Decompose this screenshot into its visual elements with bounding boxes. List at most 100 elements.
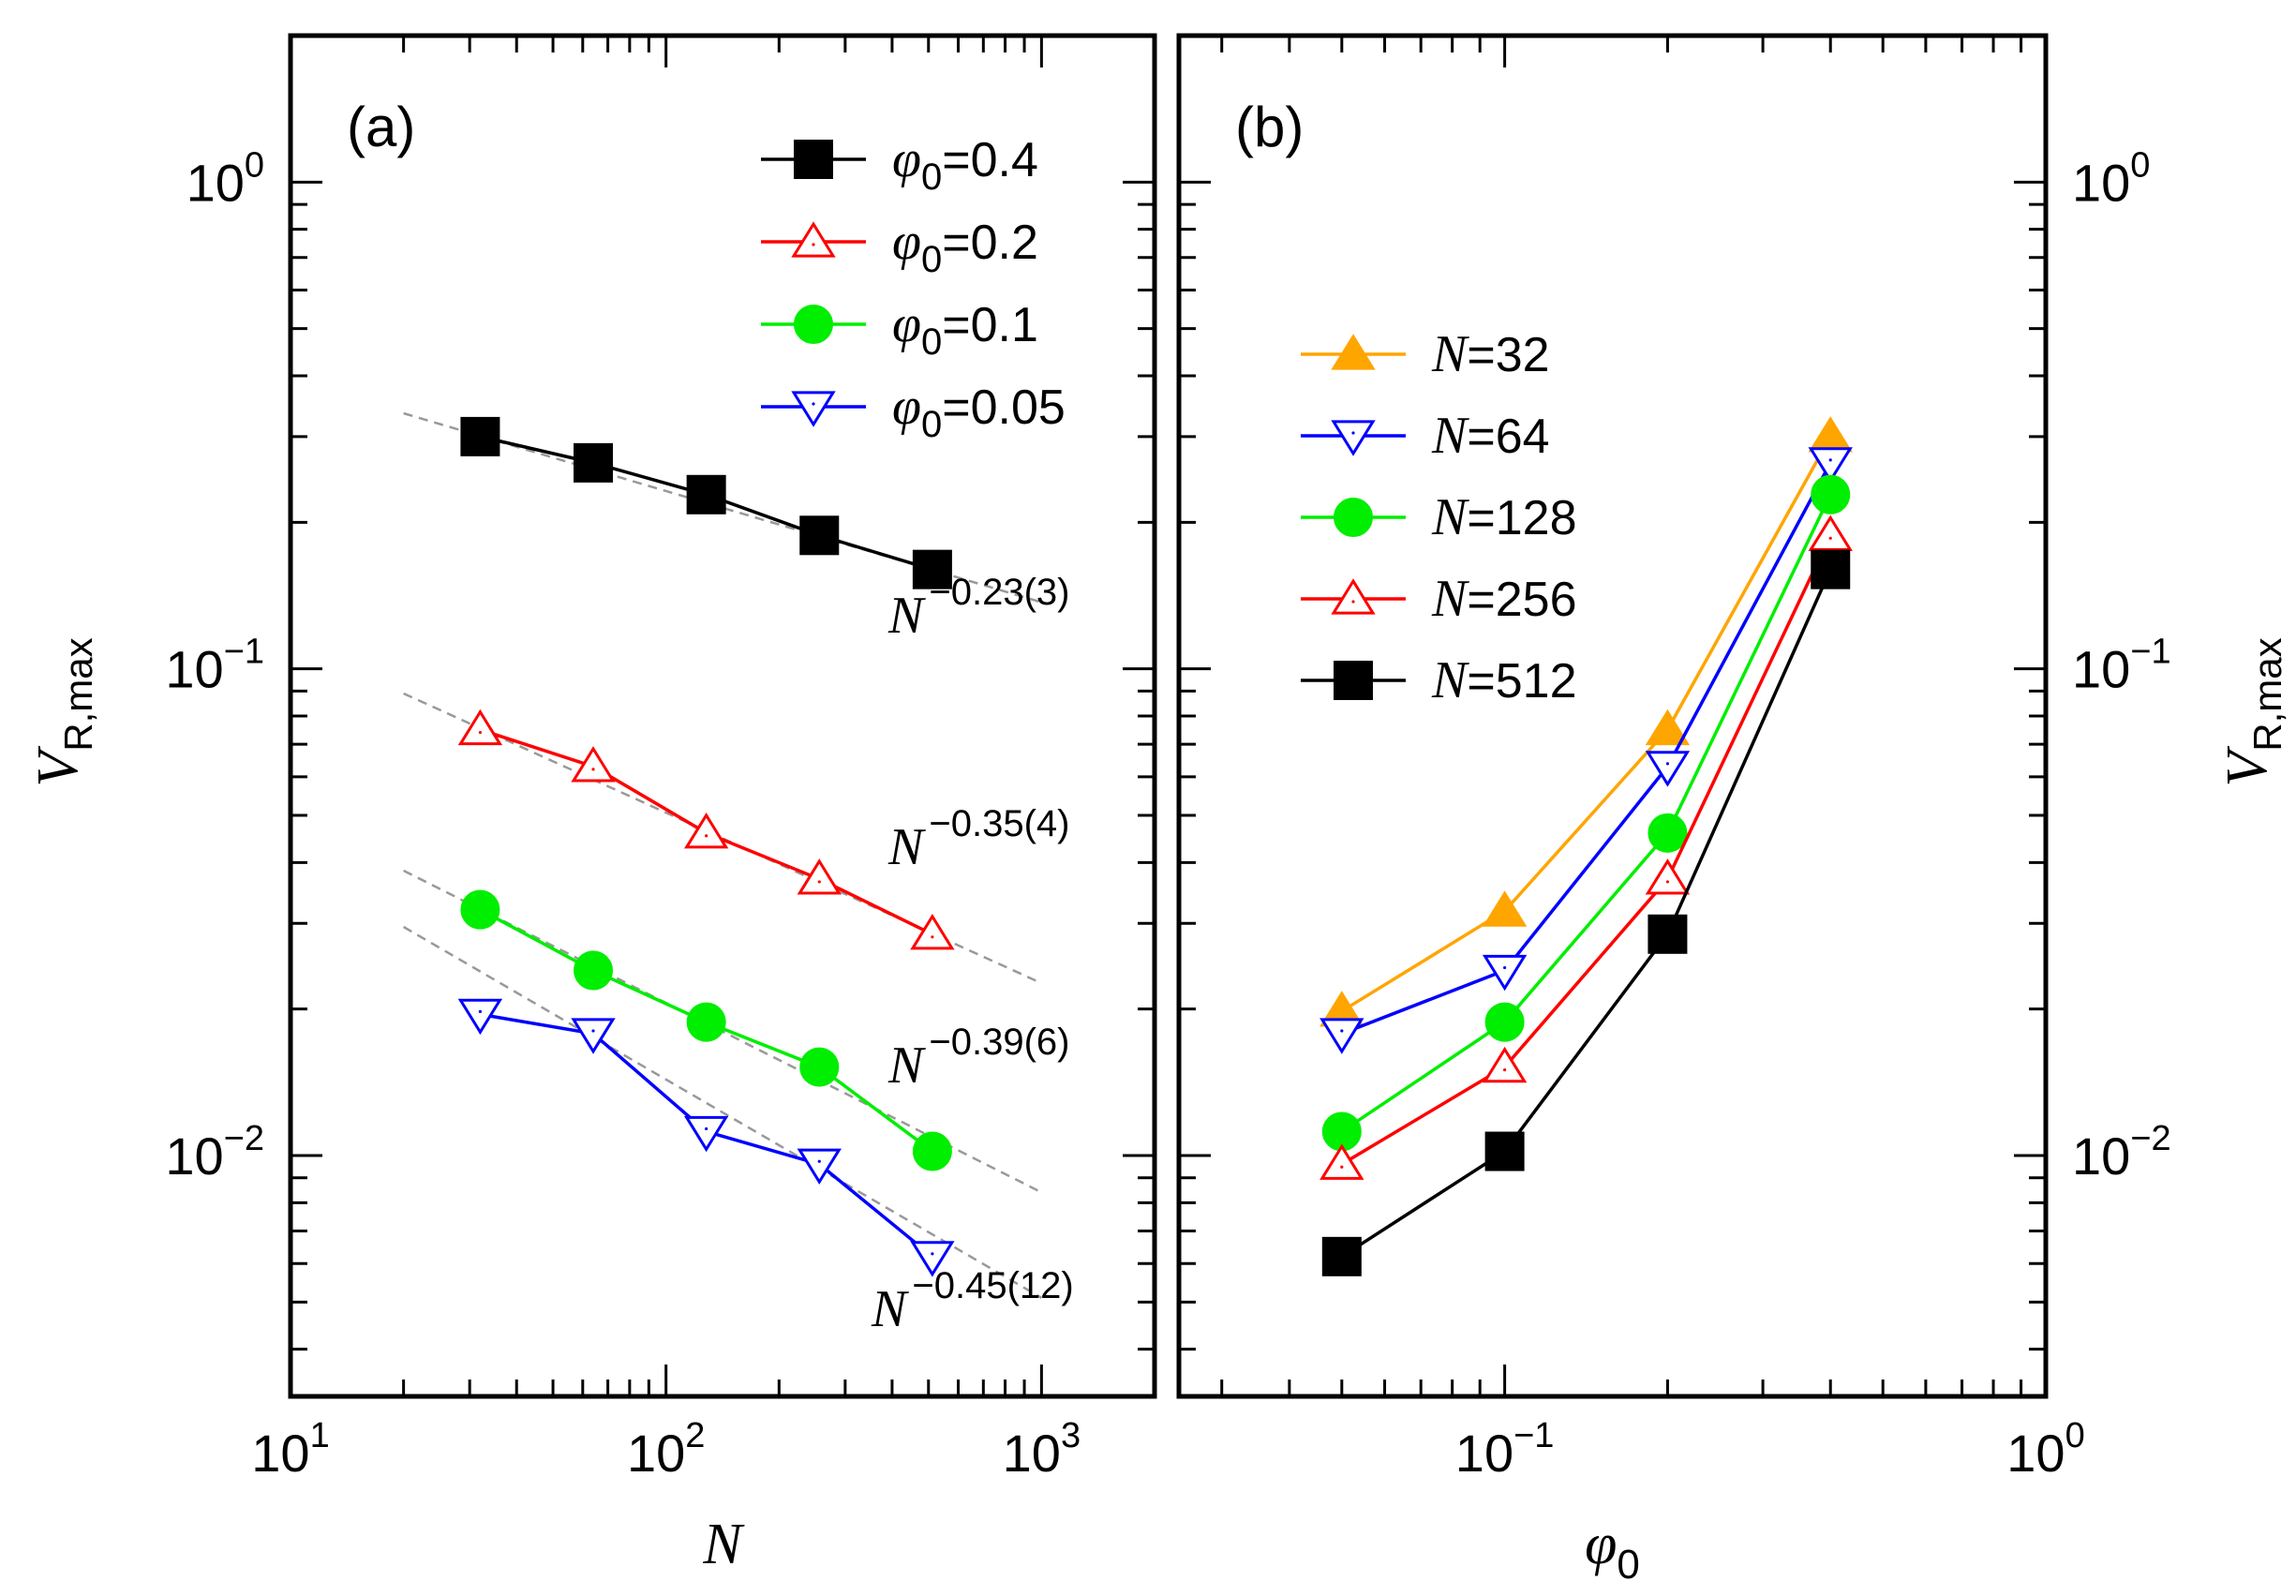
legend-marker-a-0: [794, 140, 833, 179]
legend-a: φ0=0.4 φ0=0.2 φ0=0.1 φ0=0.05: [761, 130, 1066, 445]
xtick-label-b-1: 100: [2006, 1416, 2084, 1483]
point-b-1-1-dot: [1503, 965, 1507, 970]
point-a-1-3-dot: [817, 880, 821, 884]
legend-marker-a-1-dot: [812, 243, 815, 246]
xtick-label-a-1: 102: [627, 1416, 705, 1483]
point-a-3-4-dot: [931, 1252, 934, 1256]
point-b-3-1-dot: [1503, 1067, 1507, 1072]
point-b-1-2-dot: [1665, 762, 1670, 766]
y-axis-title-left-main: V: [26, 746, 90, 787]
point-b-0-1: [1482, 890, 1528, 927]
legend-entry-a-0: φ0=0.4: [761, 130, 1038, 198]
x-ticks-b: [1220, 36, 2048, 1396]
fit-annotation-a-2: N −0.39(6): [887, 1022, 1069, 1095]
point-b-2-3: [1811, 474, 1851, 515]
point-b-3-3: [1808, 515, 1853, 551]
legend-label-a-1: φ0=0.2: [892, 213, 1038, 280]
point-a-3-0: [457, 998, 503, 1036]
series-a-0: [460, 416, 952, 589]
legend-label-a-0: φ0=0.4: [892, 130, 1038, 198]
svg-text:VR,max: VR,max: [26, 637, 100, 786]
point-a-1-3: [797, 858, 842, 895]
point-a-1-2: [683, 813, 729, 849]
point-a-1-1-dot: [591, 768, 595, 771]
x-axis-title-a: N: [702, 1513, 745, 1576]
series-b-4: [1321, 549, 1851, 1276]
legend-marker-b-4: [1334, 661, 1373, 700]
point-a-3-3-dot: [817, 1159, 821, 1163]
point-a-3-2: [683, 1115, 729, 1153]
xtick-label-a-2: 103: [1003, 1416, 1081, 1483]
point-a-0-4: [912, 549, 952, 589]
point-a-2-1: [574, 950, 614, 991]
point-a-2-0: [460, 889, 500, 930]
point-a-2-2: [686, 1002, 726, 1042]
legend-marker-a-3: [791, 391, 836, 427]
point-b-1-3: [1808, 447, 1853, 484]
legend-marker-b-3-dot: [1351, 600, 1355, 604]
series-line-b-3: [1340, 534, 1832, 1166]
panel-label-a: (a): [347, 96, 415, 158]
point-b-1-0-dot: [1340, 1029, 1344, 1033]
point-a-1-1: [571, 746, 616, 783]
legend-entry-a-1: φ0=0.2: [761, 213, 1038, 280]
legend-entry-b-4: N=512: [1301, 651, 1577, 709]
series-b-1: [1319, 447, 1853, 1054]
legend-marker-a-1: [791, 221, 836, 258]
svg-text:VR,max: VR,max: [2215, 637, 2289, 786]
legend-entry-a-2: φ0=0.1: [761, 295, 1038, 363]
point-a-1-4: [910, 914, 955, 950]
legend-marker-b-1-dot: [1351, 431, 1355, 435]
fit-annotation-a-3: N −0.45(12): [871, 1265, 1074, 1338]
legend-entry-b-3: N=256: [1301, 570, 1577, 628]
series-b-2: [1321, 474, 1851, 1152]
legend-marker-b-3: [1331, 578, 1376, 615]
legend-marker-b-1: [1331, 420, 1376, 456]
point-a-3-4: [910, 1241, 955, 1277]
x-ticks-a: [289, 36, 1156, 1396]
point-a-3-0-dot: [478, 1009, 483, 1013]
series-line-b-2: [1340, 494, 1832, 1133]
point-a-1-0: [457, 709, 503, 746]
point-b-2-2: [1647, 813, 1688, 853]
point-a-0-2: [686, 474, 726, 515]
point-b-3-2-dot: [1665, 880, 1670, 884]
series-a-3: [457, 998, 955, 1277]
legend-label-b-4: N=512: [1431, 651, 1577, 709]
panel-label-b: (b): [1235, 96, 1304, 158]
series-b-0: [1319, 416, 1853, 1027]
x-axis-title-b: φ0: [1585, 1513, 1640, 1588]
point-a-0-3: [799, 515, 840, 556]
y-ticks-a: [291, 34, 1155, 1351]
point-b-4-0: [1321, 1236, 1362, 1276]
point-a-1-0-dot: [478, 730, 483, 735]
point-b-1-1: [1482, 954, 1528, 992]
legend-label-b-3: N=256: [1431, 570, 1577, 628]
y-axis-title-right-main: V: [2215, 746, 2279, 787]
point-a-3-2-dot: [705, 1126, 708, 1131]
point-a-3-1: [571, 1018, 616, 1054]
legend-marker-b-2: [1334, 498, 1373, 537]
point-b-3-0-dot: [1340, 1165, 1344, 1169]
y-axis-title-left: VR,max: [26, 637, 100, 786]
ytick-label-b-1: 10−1: [2072, 633, 2171, 699]
legend-marker-a-3-dot: [812, 402, 815, 406]
legend-label-b-2: N=128: [1431, 488, 1577, 546]
point-b-3-2: [1645, 858, 1691, 895]
fit-annotation-a-0: N −0.23(3): [887, 572, 1069, 645]
frame-b: [1176, 33, 2049, 1399]
series-line-b-0: [1340, 436, 1832, 1013]
point-b-3-3-dot: [1828, 536, 1832, 540]
point-b-3-1: [1482, 1046, 1528, 1083]
series-line-b-4: [1340, 568, 1832, 1259]
legend-label-b-1: N=64: [1431, 407, 1550, 465]
point-a-2-3: [799, 1047, 840, 1087]
y-axis-title-right: VR,max: [2215, 637, 2289, 786]
legend-entry-a-3: φ0=0.05: [761, 378, 1066, 445]
legend-label-a-2: φ0=0.1: [892, 295, 1038, 363]
legend-entry-b-0: N=32: [1301, 325, 1550, 383]
y-axis-title-left-sub: R,max: [56, 637, 100, 751]
legend-label-b-0: N=32: [1431, 325, 1550, 383]
point-a-3-3: [797, 1148, 842, 1185]
